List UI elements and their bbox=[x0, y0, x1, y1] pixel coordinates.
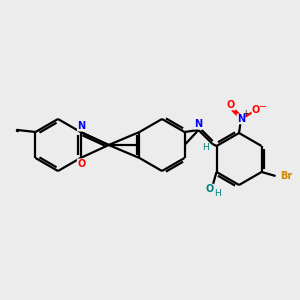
Text: O: O bbox=[77, 159, 86, 169]
Text: N: N bbox=[77, 121, 86, 131]
Text: H: H bbox=[214, 190, 221, 199]
Text: O: O bbox=[227, 100, 235, 110]
Text: N: N bbox=[237, 114, 245, 124]
Text: Br: Br bbox=[280, 171, 293, 181]
Text: O: O bbox=[252, 105, 260, 115]
Text: O: O bbox=[77, 159, 86, 169]
Text: +: + bbox=[242, 110, 248, 118]
Text: −: − bbox=[259, 102, 267, 112]
Text: H: H bbox=[202, 142, 209, 152]
Text: O: O bbox=[206, 184, 214, 194]
Text: N: N bbox=[194, 119, 202, 129]
Text: N: N bbox=[77, 121, 86, 131]
